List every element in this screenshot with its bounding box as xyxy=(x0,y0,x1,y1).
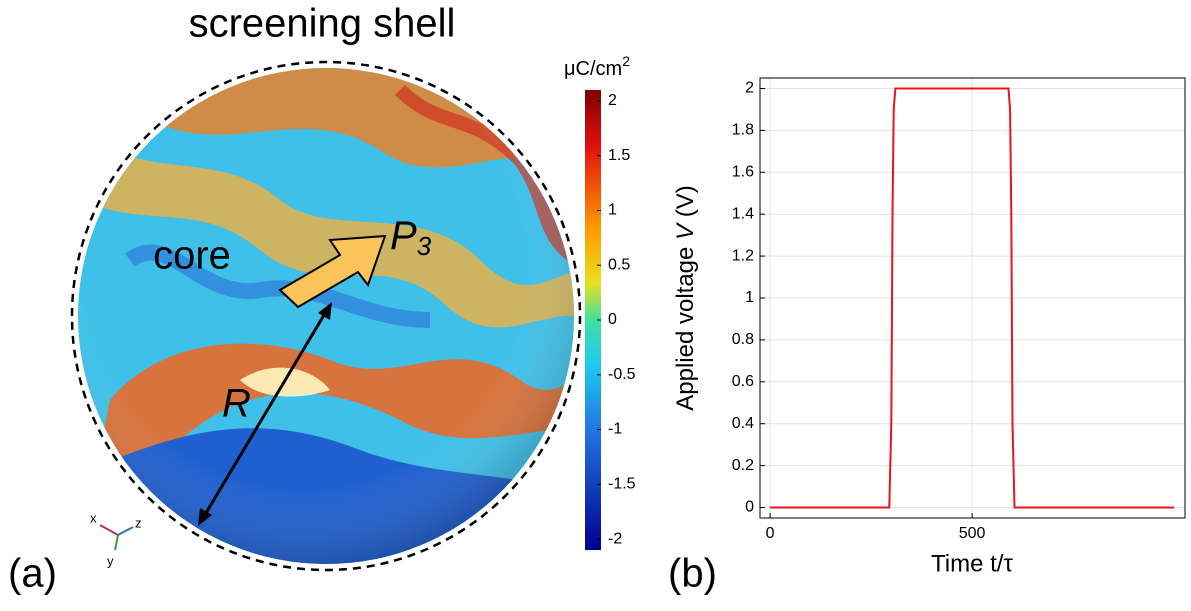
y-axis-label-part: V xyxy=(672,222,699,240)
colorbar-tick-label: -2 xyxy=(608,530,622,547)
axes-triad: x y z xyxy=(90,510,142,568)
sphere xyxy=(78,68,574,564)
y-tick-label: 0.6 xyxy=(732,373,754,390)
voltage-line xyxy=(770,87,1175,509)
triad-label: x xyxy=(90,510,97,525)
y-axis-label-part: Applied voltage xyxy=(672,240,699,411)
y-tick-label: 0 xyxy=(745,499,754,516)
colorbar xyxy=(585,90,601,550)
colorbar-tick-label: 1 xyxy=(608,202,617,219)
radius-label: R xyxy=(222,382,251,426)
radius-line xyxy=(201,309,329,519)
screening-shell xyxy=(70,60,582,572)
p3-text: P xyxy=(390,214,417,258)
colorbar-tick-label: -0.5 xyxy=(608,366,636,383)
arrowhead xyxy=(318,302,332,320)
polarization-arrow xyxy=(278,234,387,309)
arrowhead xyxy=(198,508,212,526)
colorbar-tick-label: 2 xyxy=(608,92,617,109)
colorbar-tick-label: 0 xyxy=(608,311,617,328)
core-label: core xyxy=(153,234,231,278)
p3-label: P3 xyxy=(390,214,432,261)
colorbar-unit: μC/cm2 xyxy=(564,53,630,81)
colorbar-tick-label: 1.5 xyxy=(608,147,630,164)
panel-title: screening shell xyxy=(189,2,456,46)
y-tick-label: 0.8 xyxy=(732,331,754,348)
panel-label: (b) xyxy=(668,552,717,596)
colorbar-tick-label: -1.5 xyxy=(608,476,636,493)
y-tick-label: 1.2 xyxy=(732,247,754,264)
y-tick-label: 1.6 xyxy=(732,164,754,181)
x-tick-label: 500 xyxy=(959,525,986,542)
unit-text: μC/cm xyxy=(564,58,622,80)
x-tick-label: 0 xyxy=(766,525,775,542)
colorbar-tick-label: -1 xyxy=(608,421,622,438)
colorbar-tick-label: 0.5 xyxy=(608,256,630,273)
y-tick-label: 1.8 xyxy=(732,122,754,139)
triad-label: z xyxy=(135,515,142,530)
y-axis-label-part: (V) xyxy=(672,185,699,224)
triad-label: y xyxy=(107,553,114,568)
y-tick-label: 0.2 xyxy=(732,457,754,474)
y-tick-label: 1.4 xyxy=(732,205,754,222)
y-tick-label: 1 xyxy=(745,289,754,306)
panel-label: (a) xyxy=(8,552,57,596)
y-axis-label: Applied voltage V (V) xyxy=(672,185,699,410)
unit-sup: 2 xyxy=(622,53,630,69)
x-axis-label: Time t/τ xyxy=(931,550,1013,577)
y-tick-label: 2 xyxy=(745,80,754,97)
y-tick-label: 0.4 xyxy=(732,415,754,432)
p3-sub: 3 xyxy=(417,231,432,261)
plot-frame xyxy=(759,77,1186,519)
